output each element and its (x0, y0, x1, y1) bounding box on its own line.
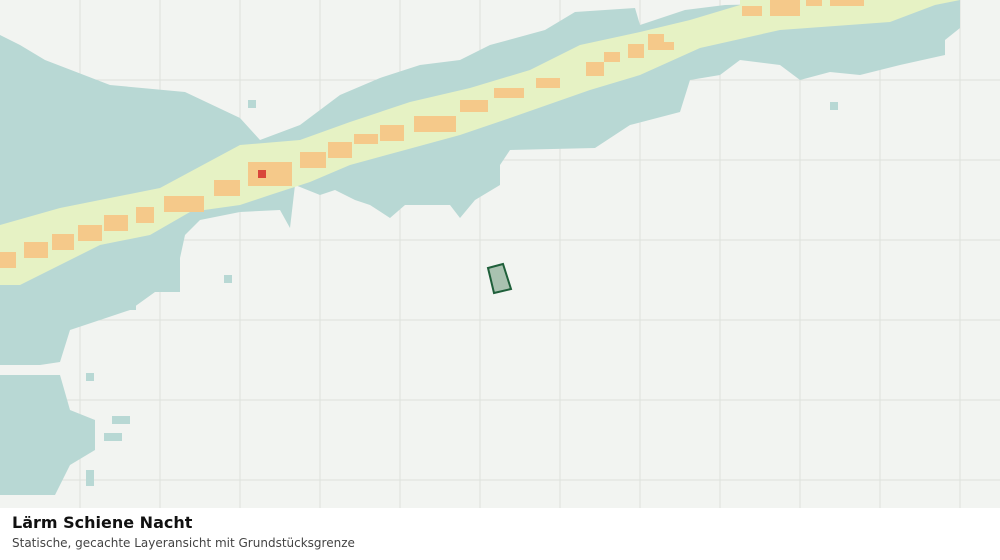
map-subtitle: Statische, gecachte Layeransicht mit Gru… (12, 536, 355, 550)
parcel-boundary (486, 262, 513, 295)
noise-zone-low (0, 0, 960, 495)
map-view (0, 0, 1000, 508)
noise-zone-high (0, 0, 864, 268)
map-title: Lärm Schiene Nacht (12, 513, 193, 532)
noise-zone-very-high (258, 170, 266, 178)
